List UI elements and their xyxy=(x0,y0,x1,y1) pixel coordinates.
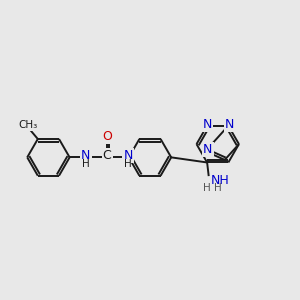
Text: CH₃: CH₃ xyxy=(18,120,38,130)
Text: H: H xyxy=(214,183,222,193)
Text: H: H xyxy=(203,183,211,193)
Text: N: N xyxy=(202,118,212,131)
Text: N: N xyxy=(81,149,91,162)
Text: H: H xyxy=(124,159,132,169)
Text: C: C xyxy=(103,149,111,162)
Text: H: H xyxy=(82,159,90,169)
Text: N: N xyxy=(225,118,235,131)
Text: O: O xyxy=(102,130,112,143)
Text: NH: NH xyxy=(211,174,230,187)
Text: N: N xyxy=(203,143,212,156)
Text: N: N xyxy=(124,149,133,162)
